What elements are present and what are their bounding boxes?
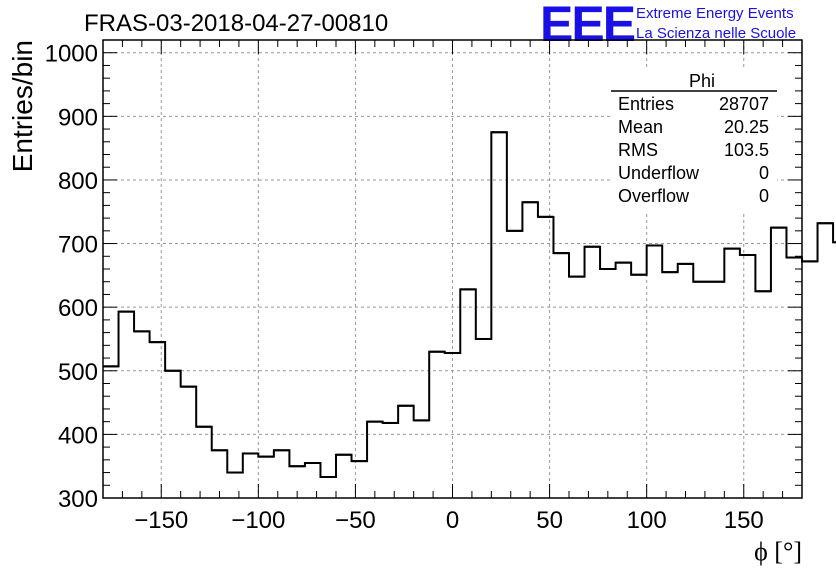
logo-line-1: Extreme Energy Events bbox=[636, 5, 794, 22]
y-tick-label: 1000 bbox=[45, 41, 98, 68]
y-tick-label: 600 bbox=[58, 295, 98, 322]
y-tick-label: 500 bbox=[58, 359, 98, 386]
x-tick-label: 100 bbox=[627, 507, 667, 534]
stats-value: 28707 bbox=[719, 94, 769, 114]
y-tick-label: 300 bbox=[58, 486, 98, 513]
y-tick-label: 900 bbox=[58, 104, 98, 131]
logo-line-2: La Scienza nelle Scuole bbox=[636, 25, 797, 42]
x-axis-label: ϕ [°] bbox=[754, 537, 802, 566]
x-tick-label: 50 bbox=[536, 507, 563, 534]
y-axis-label: Entries/bin bbox=[7, 40, 38, 172]
x-tick-label: −100 bbox=[231, 507, 285, 534]
stats-value: 0 bbox=[759, 186, 769, 206]
x-tick-label: 0 bbox=[446, 507, 459, 534]
y-tick-label: 700 bbox=[58, 232, 98, 259]
stats-header: Phi bbox=[689, 71, 715, 91]
stats-label: Underflow bbox=[618, 163, 700, 183]
y-tick-label: 800 bbox=[58, 168, 98, 195]
chart-title: FRAS-03-2018-04-27-00810 bbox=[84, 10, 389, 37]
x-tick-label: −150 bbox=[134, 507, 188, 534]
x-tick-label: 150 bbox=[724, 507, 764, 534]
stats-box bbox=[611, 68, 777, 211]
y-tick-label: 400 bbox=[58, 422, 98, 449]
stats-value: 20.25 bbox=[724, 117, 769, 137]
plot-frame bbox=[102, 39, 803, 499]
stats-label: RMS bbox=[618, 140, 658, 160]
stats-label: Mean bbox=[618, 117, 663, 137]
stats-label: Overflow bbox=[618, 186, 690, 206]
eee-logo-text: Extreme Energy Events La Scienza nelle S… bbox=[636, 4, 796, 44]
stats-label: Entries bbox=[618, 94, 674, 114]
stats-value: 0 bbox=[759, 163, 769, 183]
x-tick-label: −50 bbox=[335, 507, 376, 534]
stats-value: 103.5 bbox=[724, 140, 769, 160]
